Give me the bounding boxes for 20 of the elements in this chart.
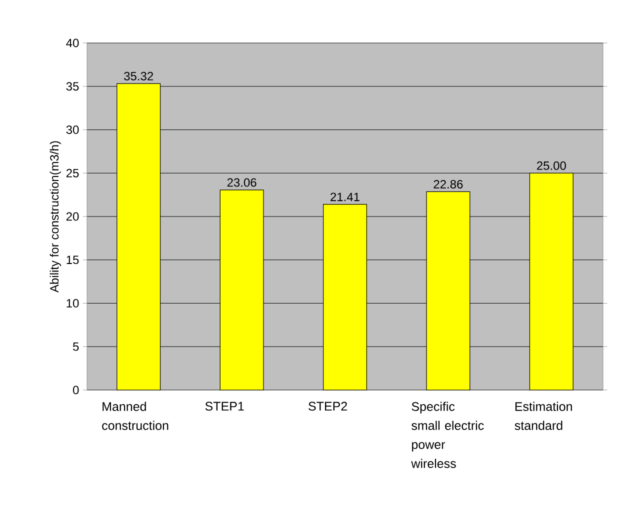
data-label: 25.00 <box>536 161 566 170</box>
y-axis-title: Ability for construction(m3/h) <box>50 141 61 293</box>
y-tick-label: 30 <box>66 126 79 134</box>
data-label: 35.32 <box>124 72 154 80</box>
y-tick-label: 20 <box>66 212 79 221</box>
x-tick-label: Specific small electric power wireless <box>411 402 484 468</box>
data-label: 22.86 <box>434 180 463 188</box>
data-label: 21.41 <box>330 192 360 202</box>
x-tick-label: Manned construction <box>102 402 168 430</box>
y-tick-label: 35 <box>66 82 79 91</box>
y-tick-label: 5 <box>73 342 79 351</box>
y-tick-label: 10 <box>66 299 79 308</box>
data-label: 23.06 <box>227 178 256 187</box>
x-tick-label: STEP1 <box>205 402 244 411</box>
x-tick-label: STEP2 <box>308 402 347 411</box>
y-tick-label: 40 <box>66 38 79 48</box>
y-tick-label: 0 <box>73 386 79 394</box>
x-tick-label: Estimation standard <box>514 402 572 430</box>
y-tick-label: 25 <box>66 168 79 178</box>
y-tick-label: 15 <box>66 256 79 264</box>
